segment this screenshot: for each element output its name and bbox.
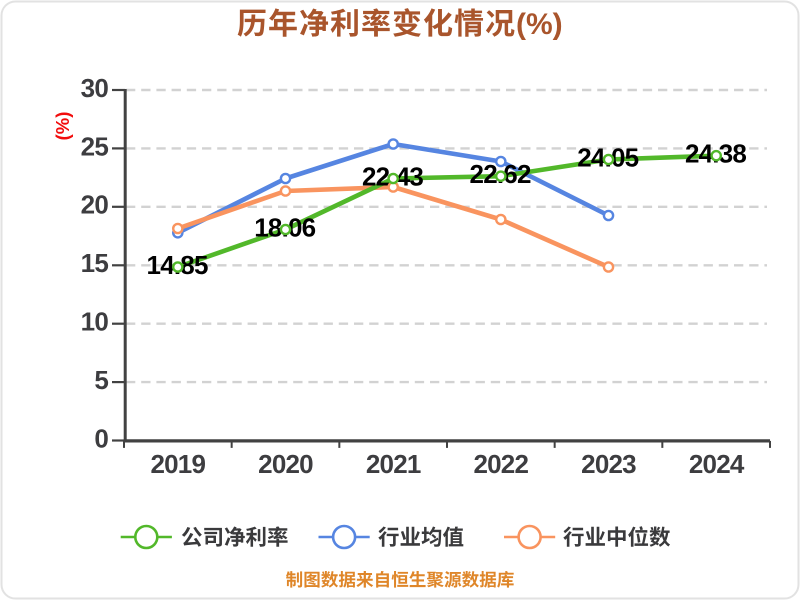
svg-text:10: 10 [81, 307, 109, 337]
svg-text:2023: 2023 [581, 449, 636, 479]
svg-text:30: 30 [81, 73, 109, 103]
svg-text:2020: 2020 [258, 449, 313, 479]
svg-text:15: 15 [81, 248, 109, 278]
svg-text:2019: 2019 [150, 449, 205, 479]
svg-text:(%): (%) [52, 112, 73, 141]
svg-text:5: 5 [94, 365, 108, 395]
svg-text:20: 20 [81, 190, 109, 220]
svg-text:2022: 2022 [473, 449, 528, 479]
svg-text:2024: 2024 [689, 449, 745, 479]
svg-text:25: 25 [81, 131, 109, 161]
svg-text:0: 0 [94, 423, 108, 453]
svg-text:(%): (%) [516, 8, 563, 41]
svg-text:2021: 2021 [366, 449, 421, 479]
